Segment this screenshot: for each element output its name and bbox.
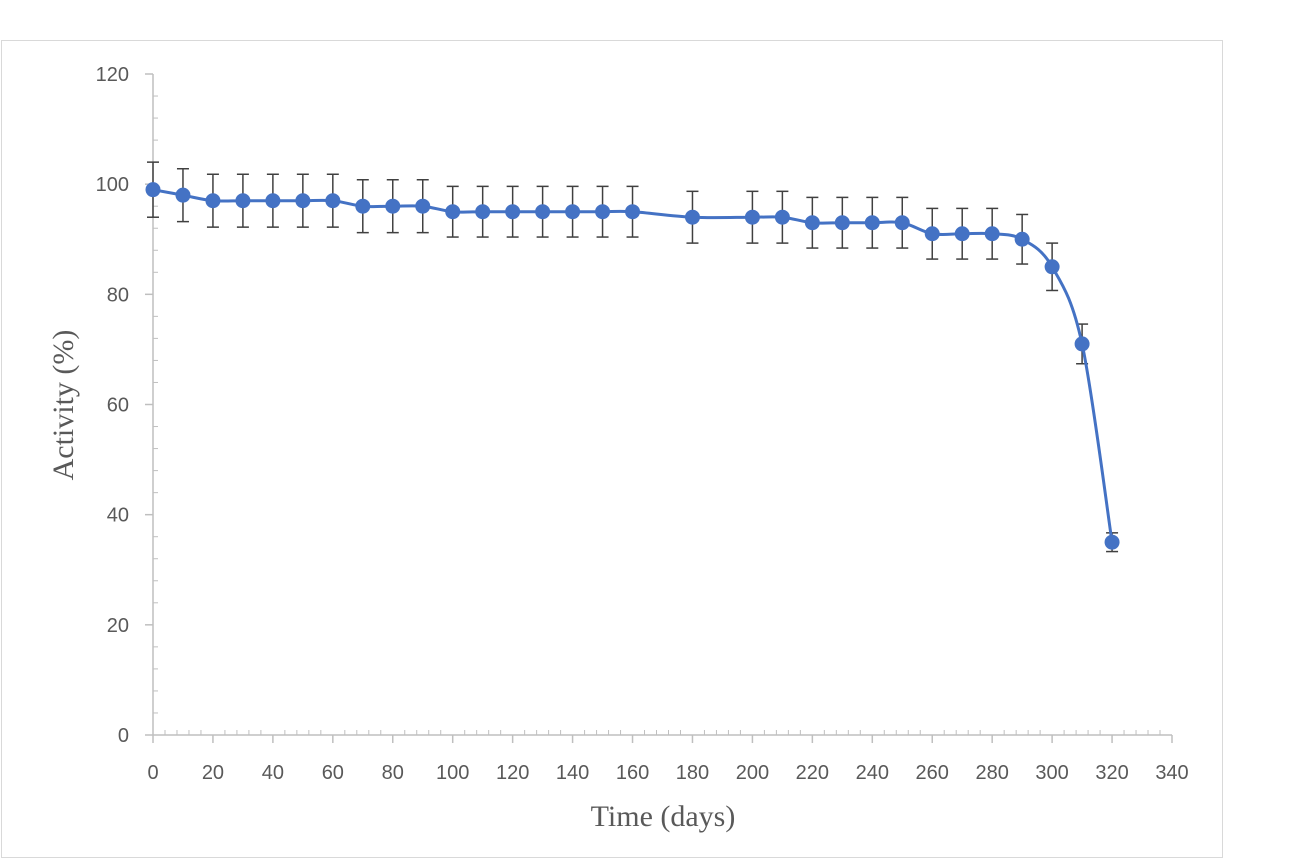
x-tick-label: 40 <box>262 762 284 784</box>
x-tick-label: 240 <box>856 762 889 784</box>
x-tick-labels: 0 20 40 60 80 100 120 140 160 180 200 220 240 260 280 3… <box>147 762 1188 784</box>
y-tick-label: 60 <box>107 395 129 417</box>
x-tick-label: 340 <box>1155 762 1188 784</box>
y-tick-label: 40 <box>107 505 129 527</box>
series-line <box>152 188 1114 543</box>
data-point <box>984 226 1000 242</box>
x-tick-label: 260 <box>916 762 949 784</box>
axes <box>145 73 1173 743</box>
x-tick-label: 200 <box>736 762 769 784</box>
data-point <box>774 209 790 225</box>
data-point <box>1074 336 1090 352</box>
x-tick-label: 180 <box>676 762 709 784</box>
x-tick-label: 160 <box>616 762 649 784</box>
x-tick-label: 280 <box>975 762 1008 784</box>
data-point <box>355 198 371 214</box>
data-point <box>924 226 940 242</box>
data-point <box>265 193 281 209</box>
data-point <box>1044 259 1060 275</box>
data-point <box>1014 231 1030 247</box>
data-point <box>804 215 820 231</box>
data-point <box>295 193 311 209</box>
data-point <box>1104 534 1120 550</box>
y-tick-label: 0 <box>118 725 129 747</box>
data-point <box>475 204 491 220</box>
data-point <box>445 204 461 220</box>
x-tick-label: 120 <box>496 762 529 784</box>
x-tick-label: 60 <box>322 762 344 784</box>
x-tick-label: 100 <box>436 762 469 784</box>
y-tick-label: 20 <box>107 615 129 637</box>
error-bars <box>147 161 1119 553</box>
y-axis-title: Activity (%) <box>47 330 80 481</box>
y-tick-label: 120 <box>96 64 129 86</box>
x-axis-title: Time (days) <box>591 800 736 833</box>
data-point <box>505 204 521 220</box>
data-point <box>595 204 611 220</box>
y-tick-label: 80 <box>107 284 129 306</box>
data-point <box>864 215 880 231</box>
data-point <box>894 215 910 231</box>
y-tick-label: 100 <box>96 174 129 196</box>
data-point <box>625 204 641 220</box>
x-tick-label: 140 <box>556 762 589 784</box>
data-point <box>535 204 551 220</box>
x-tick-label: 220 <box>796 762 829 784</box>
y-tick-labels: 0 20 40 60 80 100 120 <box>96 64 129 747</box>
x-tick-label: 300 <box>1035 762 1068 784</box>
data-point <box>834 215 850 231</box>
x-tick-label: 320 <box>1095 762 1128 784</box>
data-point <box>565 204 581 220</box>
data-point <box>145 182 161 198</box>
data-point <box>684 209 700 225</box>
data-point <box>385 198 401 214</box>
data-point <box>954 226 970 242</box>
data-points <box>145 182 1120 550</box>
data-point <box>744 209 760 225</box>
x-tick-label: 80 <box>382 762 404 784</box>
data-point <box>175 187 191 203</box>
data-point <box>235 193 251 209</box>
data-point <box>205 193 221 209</box>
x-tick-label: 20 <box>202 762 224 784</box>
x-tick-label: 0 <box>147 762 158 784</box>
data-point <box>325 193 341 209</box>
data-point <box>415 198 431 214</box>
chart-frame <box>1 40 1223 858</box>
